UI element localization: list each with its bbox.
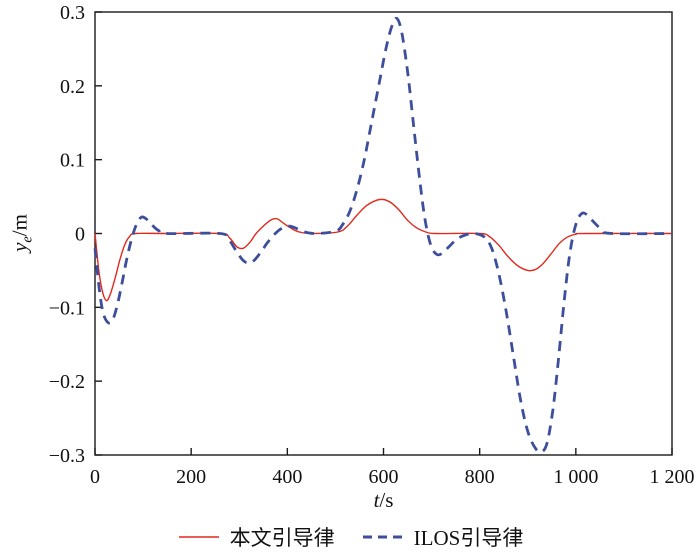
x-axis-unit: /s [379,488,394,512]
y-axis-unit: /m [7,214,32,237]
dashed-line-sample-icon [362,535,403,539]
legend-item-solid: 本文引导律 [177,522,335,552]
x-axis-variable: t [373,488,380,512]
legend: 本文引导律 ILOS引导律 [0,522,700,552]
x-tick-label: 0 [90,466,100,488]
x-axis-title: t/s [95,488,672,513]
y-tick-label: −0.1 [49,297,85,319]
y-tick-label: 0.2 [60,76,85,98]
legend-label-solid: 本文引导律 [229,526,335,550]
y-tick-label: 0.1 [60,150,85,172]
solid-line-sample-icon [178,536,219,538]
x-tick-label: 800 [465,466,495,488]
series-solid [94,198,673,302]
x-tick-label: 200 [176,466,206,488]
y-tick-label: 0.3 [60,2,85,24]
line-chart: 0 200 400 600 800 1 000 1 200 0.3 0.2 0.1 0 −0.1 −0.… [49,2,695,488]
legend-label-dashed: ILOS引导律 [413,526,524,550]
x-tick-label: 1 000 [553,466,598,488]
x-tick-label: 400 [272,466,302,488]
y-axis-title: ye/m [7,214,36,252]
y-axis-subscript: e [19,236,36,243]
y-tick-label: −0.3 [49,445,85,467]
y-tick-label: −0.2 [49,371,85,393]
series-dashed [93,16,673,454]
x-tick-label: 600 [369,466,399,488]
y-axis-variable: y [7,242,32,252]
x-tick-label: 1 200 [650,466,695,488]
legend-item-dashed: ILOS引导律 [361,522,524,552]
y-tick-label: 0 [75,224,85,246]
